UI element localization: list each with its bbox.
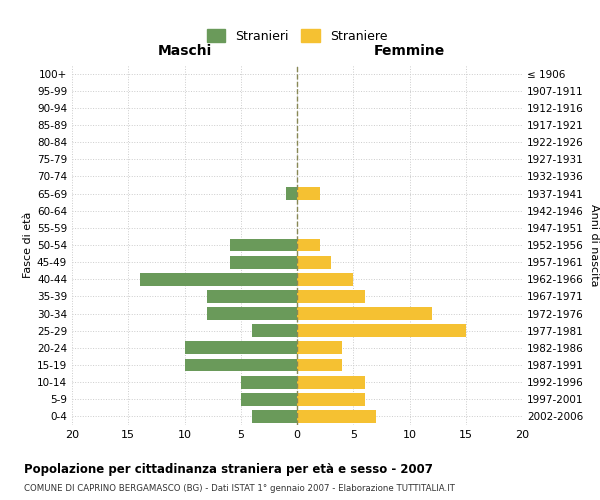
Text: Maschi: Maschi (157, 44, 212, 58)
Bar (252, 410, 297, 423)
Bar (207, 290, 297, 303)
Bar (229, 256, 297, 268)
Bar (297, 238, 320, 252)
Bar (297, 393, 365, 406)
Y-axis label: Anni di nascita: Anni di nascita (589, 204, 599, 286)
Bar (297, 410, 376, 423)
Bar (241, 393, 297, 406)
Bar (229, 238, 297, 252)
Bar (252, 324, 297, 337)
Bar (297, 273, 353, 285)
Y-axis label: Fasce di età: Fasce di età (23, 212, 33, 278)
Bar (207, 307, 297, 320)
Bar (185, 342, 297, 354)
Bar (297, 307, 432, 320)
Bar (297, 187, 320, 200)
Bar (241, 376, 297, 388)
Legend: Stranieri, Straniere: Stranieri, Straniere (202, 24, 392, 48)
Bar (297, 376, 365, 388)
Text: Femmine: Femmine (374, 44, 445, 58)
Text: COMUNE DI CAPRINO BERGAMASCO (BG) - Dati ISTAT 1° gennaio 2007 - Elaborazione TU: COMUNE DI CAPRINO BERGAMASCO (BG) - Dati… (24, 484, 455, 493)
Bar (297, 324, 466, 337)
Bar (286, 187, 297, 200)
Bar (297, 256, 331, 268)
Bar (297, 290, 365, 303)
Bar (297, 358, 342, 372)
Bar (139, 273, 297, 285)
Text: Popolazione per cittadinanza straniera per età e sesso - 2007: Popolazione per cittadinanza straniera p… (24, 462, 433, 475)
Bar (185, 358, 297, 372)
Bar (297, 342, 342, 354)
